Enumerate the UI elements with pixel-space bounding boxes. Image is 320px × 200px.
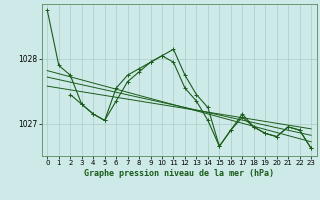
- X-axis label: Graphe pression niveau de la mer (hPa): Graphe pression niveau de la mer (hPa): [84, 169, 274, 178]
